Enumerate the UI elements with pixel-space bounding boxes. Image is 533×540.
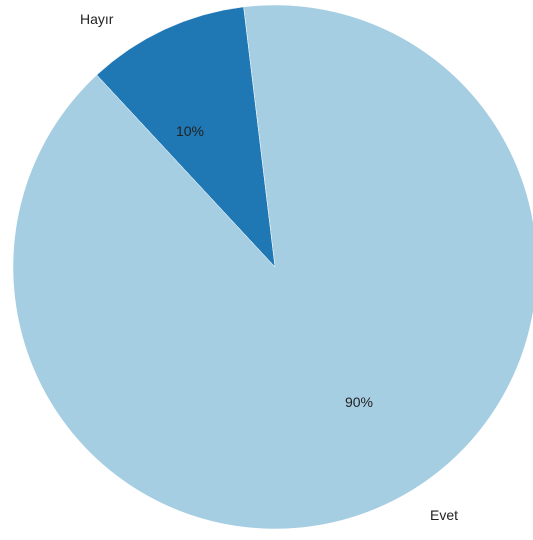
pie-slices bbox=[12, 4, 533, 530]
pie-slice-hayir bbox=[96, 6, 276, 268]
slice-category-label: Evet bbox=[430, 507, 458, 523]
slice-category-label: Hayır bbox=[80, 11, 114, 27]
slice-percent-label: 10% bbox=[176, 123, 204, 139]
pie-labels: 10% Hayır 90% Evet bbox=[80, 11, 458, 523]
slice-percent-label: 90% bbox=[345, 394, 373, 410]
pie-slice-evet bbox=[12, 4, 533, 530]
